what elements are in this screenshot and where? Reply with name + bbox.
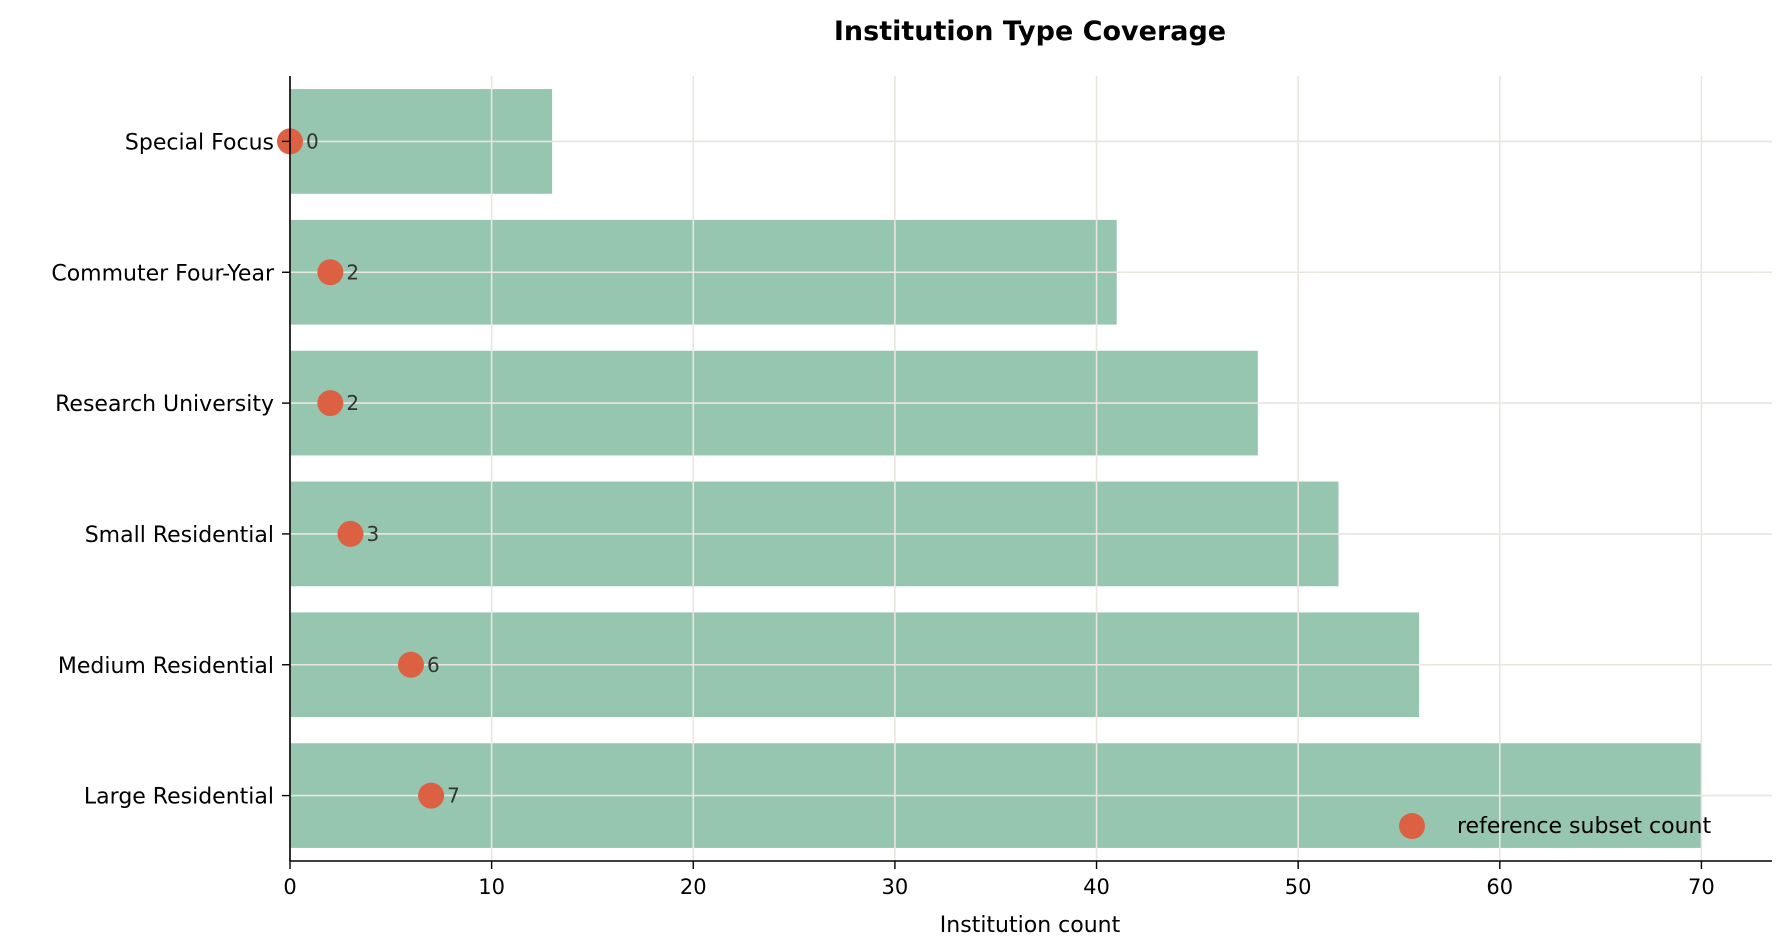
reference-point-series: 0 2 2 3 6 7	[277, 128, 460, 809]
point-value-label: 2	[346, 391, 359, 415]
x-tick-label: 10	[478, 875, 505, 899]
reference-point	[418, 782, 445, 809]
x-tick-label: 40	[1083, 875, 1110, 899]
point-value-label: 3	[366, 522, 379, 546]
point-value-label: 6	[427, 653, 440, 677]
bar-series	[290, 89, 1702, 848]
x-axis-label: Institution count	[940, 913, 1121, 938]
x-tick-label: 70	[1688, 875, 1715, 899]
x-tick-label: 60	[1486, 875, 1513, 899]
point-value-label: 7	[447, 784, 460, 808]
y-tick-label: Small Residential	[85, 523, 274, 548]
legend-label: reference subset count	[1457, 814, 1711, 839]
reference-point	[397, 651, 424, 678]
point-value-label: 2	[346, 260, 359, 284]
x-tick-label: 20	[680, 875, 707, 899]
legend: reference subset count	[1399, 813, 1711, 839]
reference-point	[317, 259, 344, 286]
y-tick-label: Medium Residential	[58, 654, 274, 679]
x-tick-label: 30	[882, 875, 909, 899]
point-value-label: 0	[306, 129, 319, 153]
grid-lines	[289, 76, 1772, 861]
chart-title: Institution Type Coverage	[834, 16, 1226, 47]
reference-point	[317, 390, 344, 417]
y-tick-label: Large Residential	[84, 785, 274, 810]
legend-marker	[1399, 813, 1425, 839]
y-tick-label: Research University	[55, 392, 274, 417]
x-tick-label: 50	[1285, 875, 1312, 899]
x-tick-label: 0	[283, 875, 296, 899]
y-tick-label: Special Focus	[125, 130, 274, 155]
reference-point	[337, 520, 364, 547]
y-tick-label: Commuter Four-Year	[51, 261, 275, 286]
